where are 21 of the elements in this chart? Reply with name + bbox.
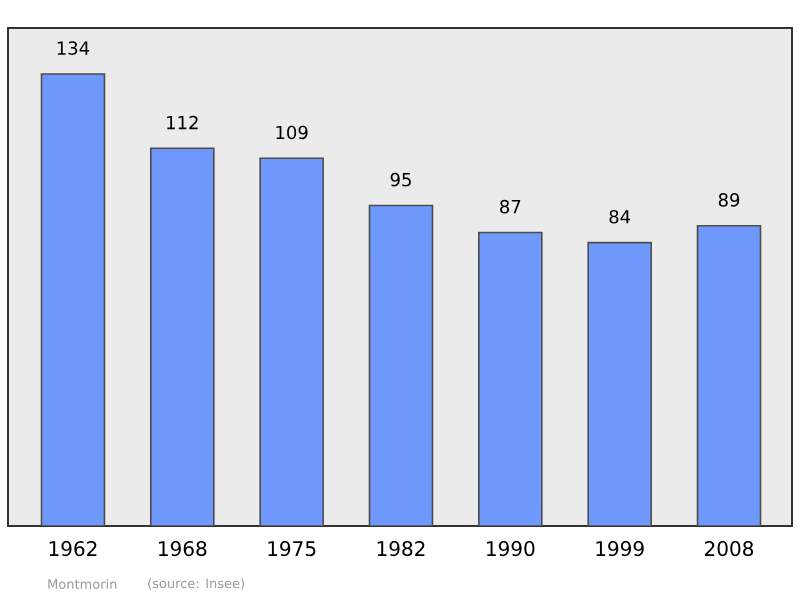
bar bbox=[150, 147, 215, 526]
data-label: 84 bbox=[609, 209, 631, 224]
data-label: 109 bbox=[276, 125, 308, 140]
bar bbox=[587, 241, 652, 526]
x-tick-label: 1999 bbox=[596, 541, 644, 557]
bar bbox=[40, 73, 106, 526]
data-label: 89 bbox=[718, 193, 740, 207]
data-label: 87 bbox=[500, 199, 521, 214]
bar bbox=[368, 204, 434, 526]
x-tick-label: 1962 bbox=[49, 541, 97, 557]
x-tick-label: 2008 bbox=[705, 541, 754, 557]
x-tick-label: 1975 bbox=[268, 541, 316, 557]
x-tick-label: 1982 bbox=[377, 541, 425, 557]
bar bbox=[696, 224, 762, 526]
data-label: 134 bbox=[57, 41, 90, 55]
bar bbox=[478, 231, 543, 526]
bar bbox=[259, 157, 324, 526]
data-label: 112 bbox=[167, 115, 198, 130]
x-tick-label: 1968 bbox=[159, 541, 207, 557]
x-tick-label: 1990 bbox=[487, 541, 535, 557]
data-label: 95 bbox=[390, 172, 411, 187]
